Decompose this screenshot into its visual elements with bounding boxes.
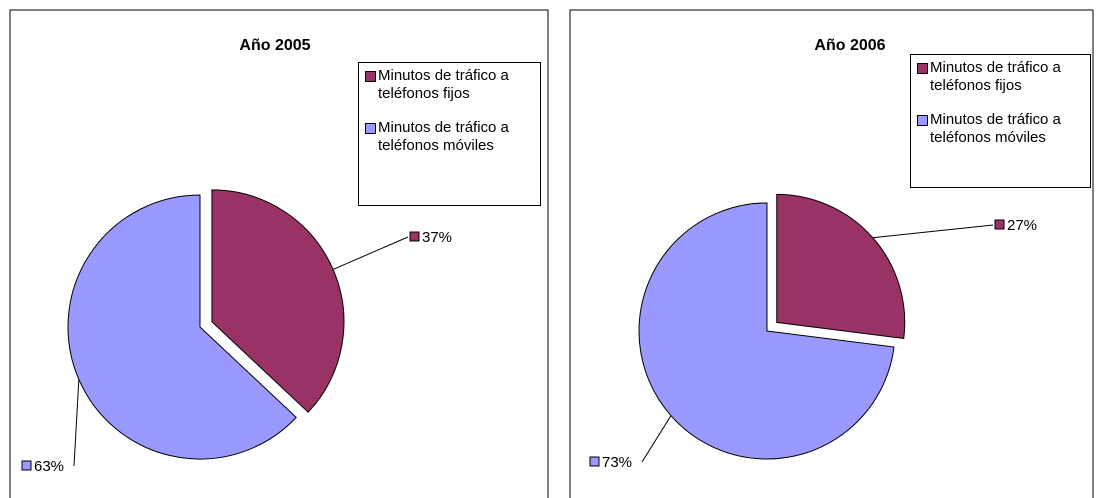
chart-frame xyxy=(569,9,1094,498)
legend-entry: Minutos de tráfico a teléfonos móviles xyxy=(917,111,1084,147)
legend-label: Minutos de tráfico a teléfonos móviles xyxy=(930,111,1061,146)
leader-line xyxy=(332,236,409,270)
leader-line xyxy=(73,379,80,467)
label-swatch xyxy=(21,460,32,471)
legend-swatch xyxy=(917,63,928,74)
legend-swatch xyxy=(917,115,928,126)
legend-swatch xyxy=(365,123,376,134)
legend-label: Minutos de tráfico a teléfonos fijos xyxy=(930,59,1061,94)
pie-slice xyxy=(638,202,895,460)
data-label: 27% xyxy=(1007,217,1037,234)
chart-frame xyxy=(9,9,549,498)
legend-entry: Minutos de tráfico a teléfonos fijos xyxy=(365,67,534,103)
data-label: 73% xyxy=(602,454,632,471)
label-swatch xyxy=(589,456,600,467)
chart-title: Año 2006 xyxy=(814,37,885,54)
pie-slice xyxy=(211,189,345,413)
legend-label: Minutos de tráfico a teléfonos móviles xyxy=(378,119,509,154)
leader-line xyxy=(872,224,994,239)
chart-title: Año 2005 xyxy=(239,37,310,54)
data-label: 63% xyxy=(34,458,64,475)
legend-entry: Minutos de tráfico a teléfonos móviles xyxy=(365,119,534,155)
leader-line xyxy=(641,415,672,463)
legend-swatch xyxy=(365,71,376,82)
data-label: 37% xyxy=(422,229,452,246)
pie-slice xyxy=(67,194,297,460)
label-swatch xyxy=(994,219,1005,230)
label-swatch xyxy=(409,231,420,242)
legend-entry: Minutos de tráfico a teléfonos fijos xyxy=(917,59,1084,95)
legend: Minutos de tráfico a teléfonos fijos Minu… xyxy=(910,54,1091,188)
pie-slice xyxy=(776,193,906,340)
legend-label: Minutos de tráfico a teléfonos fijos xyxy=(378,67,509,102)
legend: Minutos de tráfico a teléfonos fijos Minu… xyxy=(358,62,541,206)
